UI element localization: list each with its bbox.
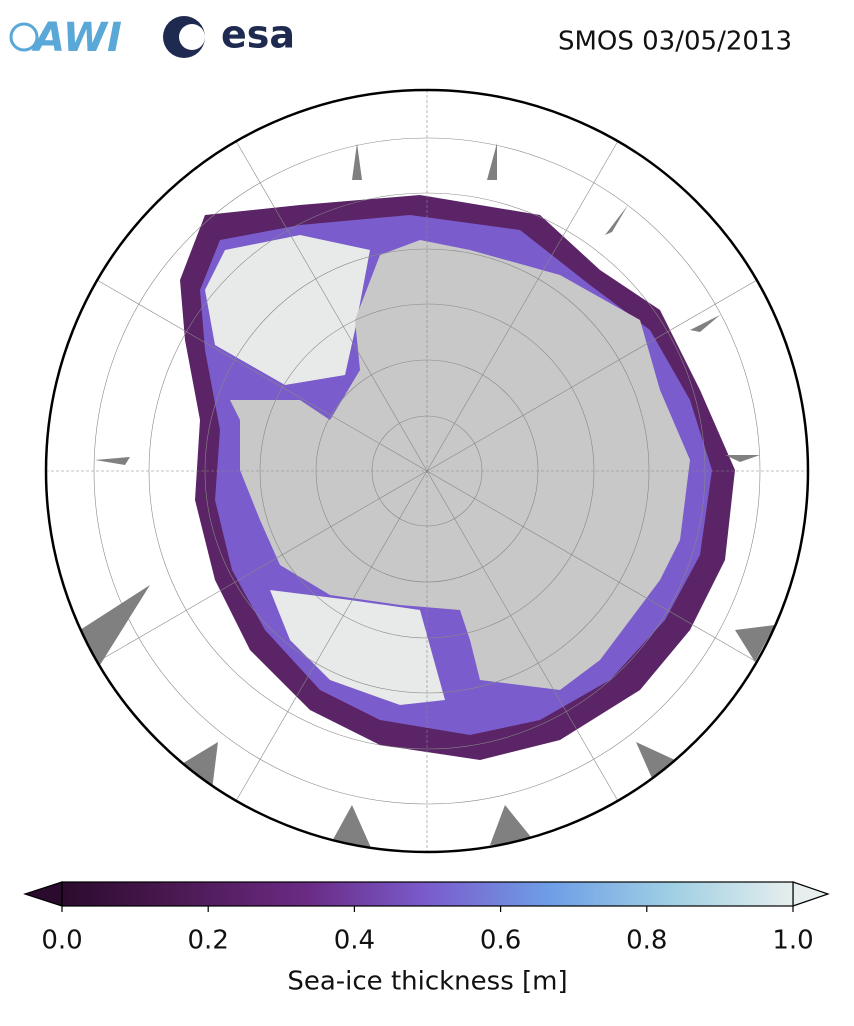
logo-awi: AWI bbox=[9, 15, 122, 61]
map-boundary bbox=[44, 88, 810, 854]
land bbox=[80, 143, 775, 850]
tick-label: 0.4 bbox=[334, 926, 375, 956]
map bbox=[46, 90, 808, 852]
colorbar: 0.0 0.2 0.4 0.6 0.8 1.0 Sea-ice thickness [m] bbox=[23, 881, 830, 997]
colorbar-extend-max bbox=[792, 881, 830, 907]
logo-text: AWI bbox=[31, 15, 122, 61]
tick-label: 1.0 bbox=[772, 926, 813, 956]
map-title: SMOS 03/05/2013 bbox=[558, 27, 792, 57]
logo-text: esa bbox=[221, 13, 295, 57]
tick-label: 0.6 bbox=[480, 926, 521, 956]
tick-label: 0.0 bbox=[41, 926, 82, 956]
tick-label: 0.8 bbox=[626, 926, 667, 956]
colorbar-extend-min bbox=[23, 881, 63, 907]
tick-label: 0.2 bbox=[188, 926, 229, 956]
graticule bbox=[46, 90, 808, 852]
antarctica bbox=[230, 240, 690, 690]
sea-ice-thick bbox=[205, 235, 445, 705]
logo-esa: esa bbox=[163, 13, 295, 58]
colorbar-body bbox=[61, 881, 794, 907]
colorbar-label: Sea-ice thickness [m] bbox=[287, 967, 567, 997]
